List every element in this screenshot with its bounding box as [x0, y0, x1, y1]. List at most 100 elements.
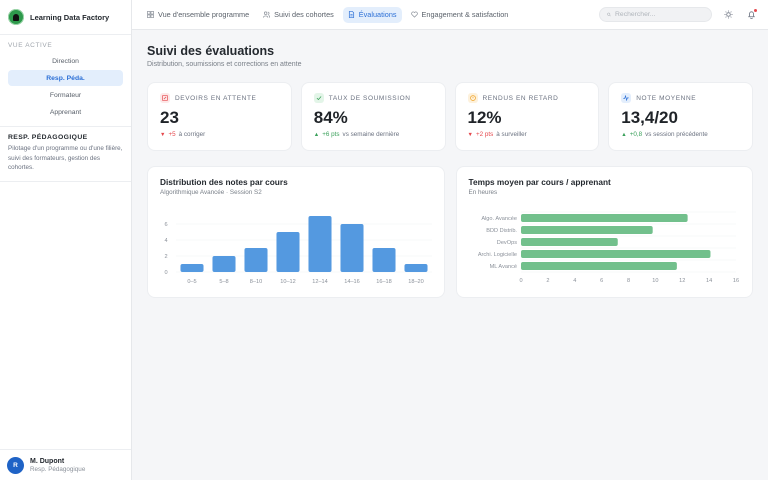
kpi-value: 23 [160, 108, 179, 127]
theme-toggle-button[interactable] [721, 8, 735, 22]
kpi-delta: ▼ +5 à corriger [160, 131, 279, 138]
svg-text:Archi. Logicielle: Archi. Logicielle [477, 252, 516, 258]
role-description-title: RESP. PÉDAGOGIQUE [8, 134, 88, 141]
svg-text:2: 2 [546, 278, 549, 284]
heart-icon [410, 11, 418, 18]
kpi-card-rendus-retard: RENDUS EN RETARD 12% ▼ +2 pts à surveill… [454, 82, 600, 151]
app-name: Learning Data Factory [30, 12, 110, 22]
svg-text:10–12: 10–12 [280, 279, 296, 285]
user-name: M. Dupont [30, 457, 65, 465]
role-item-apprenant[interactable]: Apprenant [49, 108, 82, 116]
svg-text:14: 14 [706, 278, 712, 284]
search-box[interactable] [599, 7, 712, 22]
svg-text:0: 0 [164, 270, 167, 276]
svg-text:DevOps: DevOps [496, 240, 516, 246]
svg-text:BDD Distrib.: BDD Distrib. [486, 228, 517, 234]
sidebar: Learning Data Factory VUE ACTIVE Directi… [0, 0, 132, 480]
kpi-label: NOTE MOYENNE [636, 94, 697, 102]
bar[interactable] [372, 248, 396, 272]
kpi-delta: ▲ +6 pts vs semaine dernière [314, 131, 433, 138]
svg-text:16: 16 [732, 278, 738, 284]
bar[interactable] [276, 232, 300, 272]
trend-up-icon: ▲ [621, 131, 627, 138]
grade-distribution-bar-chart: 0 2 4 6 0–5 5–8 8–10 10–12 12–14 14–16 16–18 18–20 [164, 216, 432, 285]
search-input[interactable] [615, 11, 704, 18]
svg-text:8: 8 [626, 278, 629, 284]
bar[interactable] [212, 256, 236, 272]
bar[interactable] [520, 238, 618, 246]
kpi-value: 12% [467, 108, 502, 127]
time-per-course-bar-chart: Algo. Avancée BDD Distrib. DevOps Archi. Lo… [477, 211, 739, 284]
kpi-delta: ▲ +0,8 vs session précédente [621, 131, 740, 138]
notifications-button[interactable] [744, 8, 758, 22]
tab-vue-ensemble[interactable]: Vue d'ensemble programme [142, 7, 254, 23]
svg-text:8–10: 8–10 [250, 279, 262, 285]
svg-text:5–8: 5–8 [219, 279, 228, 285]
bar[interactable] [308, 216, 332, 272]
kpi-value: 84% [313, 108, 348, 127]
edit-icon [160, 93, 170, 103]
tab-label: Évaluations [358, 10, 397, 19]
activity-icon [621, 93, 632, 103]
user-role: Resp. Pédagogique [30, 465, 86, 473]
chart-card-grade-distribution: Distribution des notes par cours Algorit… [147, 166, 445, 298]
svg-text:18–20: 18–20 [408, 279, 424, 285]
tab-evaluations[interactable]: Évaluations [342, 6, 402, 23]
search-icon [607, 12, 611, 17]
svg-text:12–14: 12–14 [312, 279, 328, 285]
document-icon [348, 11, 354, 18]
users-icon [263, 11, 271, 18]
chart-card-time-per-course: Temps moyen par cours / apprenant En heu… [455, 166, 753, 298]
kpi-card-devoirs-attente: DEVOIRS EN ATTENTE 23 ▼ +5 à corriger [147, 82, 292, 151]
trend-up-icon: ▲ [313, 131, 320, 138]
chart-title: Temps moyen par cours / apprenant [468, 177, 611, 187]
bar[interactable] [520, 250, 710, 258]
role-item-formateur[interactable]: Formateur [49, 91, 82, 99]
main-content: Suivi des évaluations Distribution, soum… [132, 30, 768, 480]
kpi-value: 13,4/20 [621, 108, 678, 127]
bar[interactable] [404, 264, 428, 272]
kpi-delta-value: +5 [168, 131, 176, 138]
brand[interactable]: Learning Data Factory [0, 0, 131, 35]
kpi-delta-text: vs semaine dernière [342, 131, 400, 138]
svg-text:0–5: 0–5 [187, 279, 196, 285]
chart-subtitle: Algorithmique Avancée · Session S2 [160, 189, 262, 196]
topbar: Vue d'ensemble programme Suivi des cohor… [132, 0, 768, 30]
tab-engagement[interactable]: Engagement & satisfaction [406, 7, 514, 23]
tab-suivi-cohortes[interactable]: Suivi des cohortes [258, 7, 339, 23]
page-title: Suivi des évaluations [147, 44, 275, 58]
kpi-delta-value: +2 pts [475, 131, 494, 138]
kpi-delta-text: vs session précédente [645, 131, 708, 138]
role-list: Direction Resp. Péda. Formateur Apprenan… [0, 53, 131, 120]
bar[interactable] [520, 226, 653, 234]
kpi-delta: ▼ +2 pts à surveiller [468, 131, 587, 138]
svg-text:0: 0 [519, 278, 522, 284]
tab-label: Vue d'ensemble programme [158, 10, 250, 19]
svg-text:6: 6 [600, 278, 603, 284]
kpi-label: DEVOIRS EN ATTENTE [175, 94, 257, 102]
svg-text:2: 2 [164, 254, 167, 260]
bar[interactable] [244, 248, 268, 272]
trend-down-icon: ▼ [160, 131, 166, 138]
bell-icon [747, 11, 755, 19]
bar[interactable] [520, 262, 677, 270]
svg-text:14–16: 14–16 [344, 279, 360, 285]
svg-text:12: 12 [679, 278, 685, 284]
bar[interactable] [520, 214, 688, 222]
role-description: RESP. PÉDAGOGIQUE Pilotage d'un programm… [0, 126, 131, 182]
svg-text:10: 10 [652, 278, 658, 284]
kpi-label: TAUX DE SOUMISSION [328, 94, 411, 102]
kpi-delta-text: à corriger [178, 131, 206, 138]
trend-down-icon: ▼ [467, 131, 473, 138]
chart-title: Distribution des notes par cours [160, 177, 288, 187]
kpi-delta-text: à surveiller [496, 131, 527, 138]
role-item-direction[interactable]: Direction [52, 57, 79, 65]
bar[interactable] [180, 264, 204, 272]
bar[interactable] [340, 224, 364, 272]
kpi-card-taux-soumission: TAUX DE SOUMISSION 84% ▲ +6 pts vs semai… [300, 82, 446, 151]
page-subtitle: Distribution, soumissions et corrections… [147, 61, 302, 68]
grid-icon [147, 11, 154, 18]
user-profile[interactable]: R M. Dupont Resp. Pédagogique [0, 449, 131, 480]
role-item-resp-peda[interactable]: Resp. Péda. [8, 70, 123, 86]
svg-text:Algo. Avancée: Algo. Avancée [481, 216, 517, 222]
